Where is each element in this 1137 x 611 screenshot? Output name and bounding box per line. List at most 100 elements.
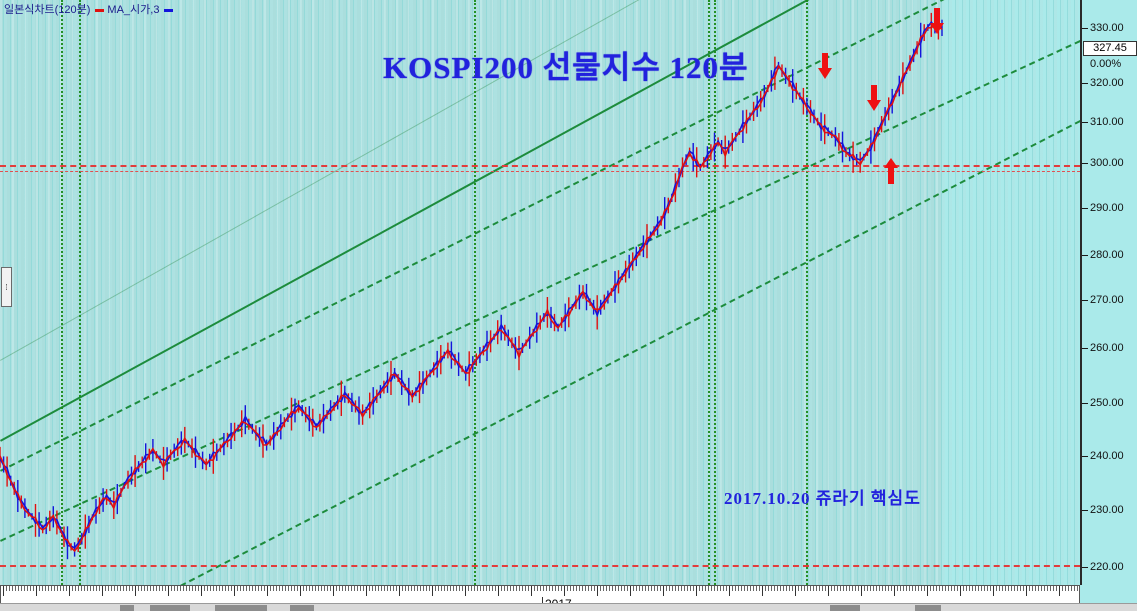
time-tick	[603, 586, 604, 591]
time-tick	[774, 586, 775, 591]
time-tick	[108, 586, 109, 591]
time-tick	[243, 586, 244, 591]
time-tick	[792, 586, 793, 591]
horizontal-price-level	[0, 170, 1080, 172]
price-axis[interactable]: 330.00 320.00 310.00 300.00 290.00 280.00 270.…	[1080, 0, 1137, 585]
time-tick	[948, 586, 949, 591]
price-series-svg	[0, 12, 943, 560]
time-tick	[420, 586, 421, 591]
time-tick	[936, 586, 937, 591]
time-tick	[570, 586, 571, 591]
time-tick	[96, 586, 97, 591]
time-tick	[450, 586, 451, 591]
price-tick-mark	[1082, 122, 1088, 123]
time-tick	[303, 586, 304, 591]
time-tick	[78, 586, 79, 591]
price-tick-mark	[1082, 163, 1088, 164]
time-tick	[885, 586, 886, 591]
time-tick	[732, 586, 733, 591]
time-tick	[180, 586, 181, 591]
time-tick	[102, 586, 103, 596]
time-tick	[741, 586, 742, 591]
peak-marker-2-icon	[866, 85, 882, 111]
time-tick	[177, 586, 178, 591]
time-tick	[537, 586, 538, 591]
time-tick	[561, 586, 562, 591]
time-tick	[693, 586, 694, 591]
time-tick	[960, 586, 961, 596]
time-tick	[738, 586, 739, 591]
time-tick	[714, 586, 715, 591]
horizontal-price-level	[0, 164, 1080, 167]
time-tick	[390, 586, 391, 591]
time-tick	[429, 586, 430, 591]
time-tick	[921, 586, 922, 591]
time-tick	[144, 586, 145, 591]
time-tick	[150, 586, 151, 591]
vertical-gridline	[806, 0, 808, 585]
time-tick	[105, 586, 106, 591]
time-tick	[1023, 586, 1024, 591]
toolbar-icon-1[interactable]	[120, 605, 134, 611]
time-tick	[138, 586, 139, 591]
time-tick	[519, 586, 520, 591]
time-tick	[873, 586, 874, 591]
time-tick	[1077, 586, 1078, 591]
time-tick	[1008, 586, 1009, 591]
time-tick	[612, 586, 613, 591]
time-tick	[468, 586, 469, 591]
time-tick	[843, 586, 844, 591]
time-tick	[864, 586, 865, 591]
time-tick	[255, 586, 256, 591]
toolbar-icon-3[interactable]	[215, 605, 267, 611]
toolbar-icon-4[interactable]	[290, 605, 314, 611]
price-chart-plot-area[interactable]: KOSPI200 선물지수 120분 2017.10.20 쥬라기 핵심도 일본…	[0, 0, 1080, 585]
time-tick	[759, 586, 760, 591]
time-tick	[546, 586, 547, 591]
time-tick	[330, 586, 331, 591]
time-tick	[339, 586, 340, 591]
vertical-gridline	[474, 0, 476, 585]
time-tick	[240, 586, 241, 591]
toolbar-icon-6[interactable]	[915, 605, 941, 611]
toolbar-icon-2[interactable]	[150, 605, 190, 611]
time-tick	[621, 586, 622, 591]
left-scroll-grip[interactable]: ⁞	[1, 267, 12, 307]
time-tick	[480, 586, 481, 591]
price-tick-mark	[1082, 567, 1088, 568]
time-tick	[915, 586, 916, 591]
time-tick	[1038, 586, 1039, 591]
time-tick	[627, 586, 628, 591]
time-tick	[909, 586, 910, 591]
vertical-gridline	[61, 0, 63, 585]
time-tick	[1062, 586, 1063, 591]
time-tick	[42, 586, 43, 591]
time-tick	[54, 586, 55, 591]
time-tick	[984, 586, 985, 591]
time-tick	[663, 586, 664, 596]
time-tick	[840, 586, 841, 591]
time-tick	[264, 586, 265, 591]
time-tick	[678, 586, 679, 591]
time-tick	[486, 586, 487, 591]
time-tick	[762, 586, 763, 596]
time-tick	[516, 586, 517, 591]
bottom-toolbar-strip[interactable]	[0, 603, 1137, 611]
time-tick	[672, 586, 673, 591]
time-tick	[747, 586, 748, 591]
time-tick	[807, 586, 808, 591]
time-tick	[531, 586, 532, 596]
time-tick	[291, 586, 292, 591]
time-tick	[951, 586, 952, 591]
time-tick	[609, 586, 610, 591]
time-tick	[12, 586, 13, 591]
time-tick	[816, 586, 817, 591]
time-tick	[1071, 586, 1072, 591]
time-tick	[51, 586, 52, 591]
time-tick	[6, 586, 7, 591]
toolbar-icon-5[interactable]	[830, 605, 860, 611]
last-price-badge: 327.45	[1083, 41, 1137, 56]
time-tick	[447, 586, 448, 591]
time-tick	[1017, 586, 1018, 591]
time-tick	[987, 586, 988, 591]
